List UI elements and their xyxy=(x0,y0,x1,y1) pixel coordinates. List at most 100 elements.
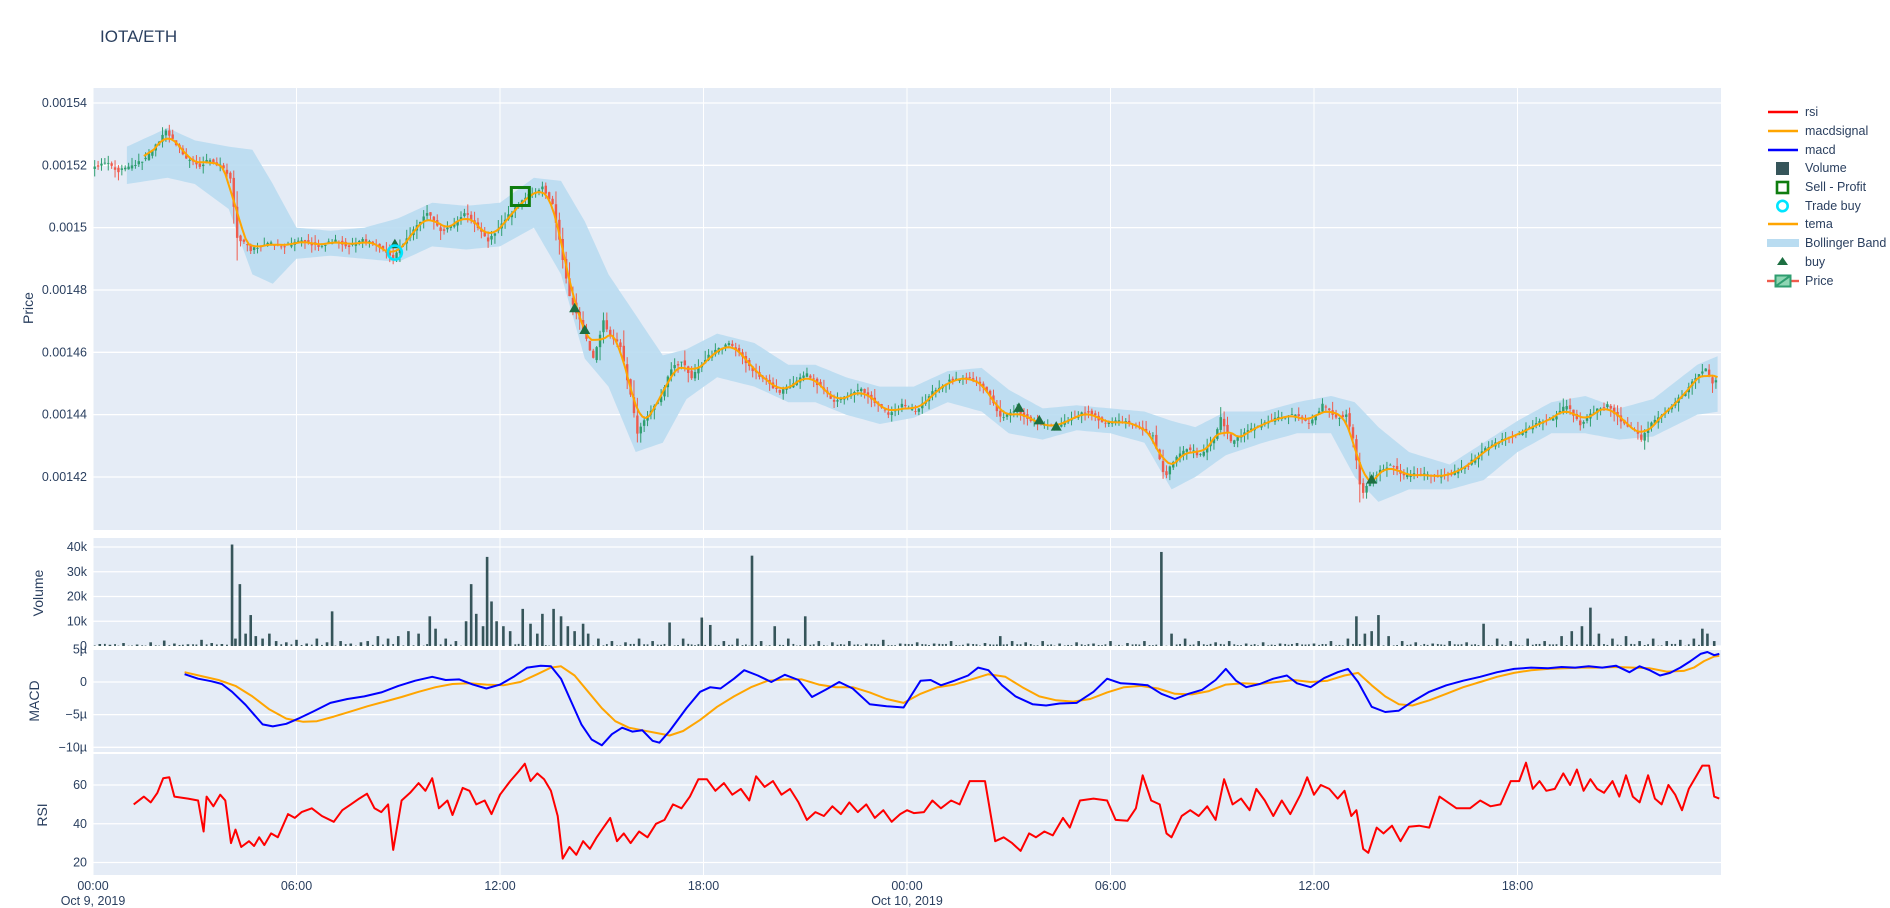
legend-item-rsi[interactable]: rsi xyxy=(1766,103,1886,122)
candle-body xyxy=(1362,483,1364,493)
candle-body xyxy=(1199,454,1201,455)
volume-bar xyxy=(114,644,116,646)
legend-item-bollinger-band[interactable]: Bollinger Band xyxy=(1766,234,1886,253)
legend-item-macdsignal[interactable]: macdsignal xyxy=(1766,122,1886,141)
volume-bar xyxy=(1543,641,1546,646)
volume-bar xyxy=(638,639,641,646)
macd-tick-label: 5µ xyxy=(73,642,87,656)
volume-bar xyxy=(326,642,329,646)
volume-bar xyxy=(1671,644,1673,646)
candle-body xyxy=(1393,466,1395,467)
candle-body xyxy=(673,365,675,368)
volume-bar xyxy=(490,601,493,646)
volume-bar xyxy=(1701,629,1704,646)
candle-body xyxy=(490,236,492,240)
volume-bar xyxy=(311,645,313,646)
volume-bar xyxy=(1135,644,1137,646)
volume-bar xyxy=(502,626,505,646)
candle-body xyxy=(1104,423,1106,424)
volume-bar xyxy=(955,645,957,646)
price-tick-label: 0.00154 xyxy=(42,96,87,110)
volume-bar xyxy=(1674,644,1676,646)
macd-tick-label: 0 xyxy=(80,675,87,689)
volume-bar xyxy=(1105,644,1107,646)
volume-bar xyxy=(475,614,478,646)
volume-bar xyxy=(1457,645,1459,646)
candle-body xyxy=(1345,415,1347,417)
candle-body xyxy=(1230,434,1232,441)
volume-bar xyxy=(1440,644,1442,646)
volume-bar xyxy=(1284,644,1286,646)
volume-bar xyxy=(1377,615,1380,646)
candle-body xyxy=(1335,415,1337,418)
volume-bar xyxy=(1262,642,1265,646)
legend-item-sell-profit[interactable]: Sell - Profit xyxy=(1766,178,1886,197)
candle-body xyxy=(592,351,594,358)
candle-body xyxy=(1087,411,1089,412)
volume-bar xyxy=(1037,645,1039,646)
volume-bar xyxy=(1176,645,1178,646)
volume-bar xyxy=(1203,644,1205,646)
volume-bar xyxy=(486,557,489,646)
volume-bar xyxy=(799,645,801,646)
volume-bar xyxy=(1465,642,1468,646)
volume-bar xyxy=(321,645,323,646)
candle-body xyxy=(426,213,428,216)
volume-bar xyxy=(1155,645,1157,646)
volume-bar xyxy=(837,645,839,646)
volume-bar xyxy=(1693,639,1696,646)
volume-bar xyxy=(674,645,676,646)
legend-item-volume[interactable]: Volume xyxy=(1766,159,1886,178)
legend-item-buy[interactable]: buy xyxy=(1766,253,1886,272)
volume-bar xyxy=(592,645,594,646)
legend-item-macd[interactable]: macd xyxy=(1766,140,1886,159)
candle-body xyxy=(694,372,696,378)
candle-body xyxy=(443,229,445,231)
volume-bar xyxy=(996,644,998,646)
candle-body xyxy=(857,390,859,391)
legend-item-trade-buy[interactable]: Trade buy xyxy=(1766,196,1886,215)
legend: rsi macdsignal macd Volume Sell - Profit… xyxy=(1766,103,1886,290)
volume-bar xyxy=(1250,645,1252,646)
price-axis-title: Price xyxy=(20,268,36,348)
x-tick-label: 12:00 xyxy=(1298,879,1329,893)
volume-bar xyxy=(122,643,125,646)
volume-bar xyxy=(509,631,512,646)
legend-item-tema[interactable]: tema xyxy=(1766,215,1886,234)
volume-bar xyxy=(911,644,913,646)
volume-bar xyxy=(521,609,524,646)
volume-bar xyxy=(1098,645,1100,646)
volume-bar xyxy=(899,644,902,646)
volume-bar xyxy=(651,641,654,646)
candle-body xyxy=(680,362,682,363)
volume-bar xyxy=(1126,643,1129,646)
volume-bar xyxy=(691,644,693,646)
volume-bar xyxy=(1478,645,1480,646)
volume-bar xyxy=(1339,645,1341,646)
candle-body xyxy=(1640,435,1642,440)
candle-body xyxy=(202,165,204,166)
candle-body xyxy=(487,237,489,241)
candle-body xyxy=(107,163,109,164)
volume-bar xyxy=(244,634,247,646)
legend-item-price[interactable]: Price xyxy=(1766,271,1886,290)
volume-bar xyxy=(950,641,953,646)
volume-bar xyxy=(1058,644,1061,646)
volume-tick-label: 20k xyxy=(67,590,88,604)
candle-body xyxy=(1162,461,1164,472)
candle-body xyxy=(1203,452,1205,456)
volume-bar xyxy=(677,645,679,646)
volume-bar xyxy=(1308,644,1310,646)
candle-body xyxy=(602,320,604,332)
price-tick-label: 0.00152 xyxy=(42,158,87,172)
volume-bar xyxy=(1593,645,1595,646)
candle-body xyxy=(1165,471,1167,475)
price-tick-label: 0.00144 xyxy=(42,408,87,422)
macd-line-icon xyxy=(1766,142,1800,158)
volume-bar xyxy=(1011,641,1014,646)
volume-bar xyxy=(1342,645,1344,646)
volume-bar xyxy=(745,644,747,646)
x-tick-label: 06:00 xyxy=(1095,879,1126,893)
candle-body xyxy=(836,400,838,401)
